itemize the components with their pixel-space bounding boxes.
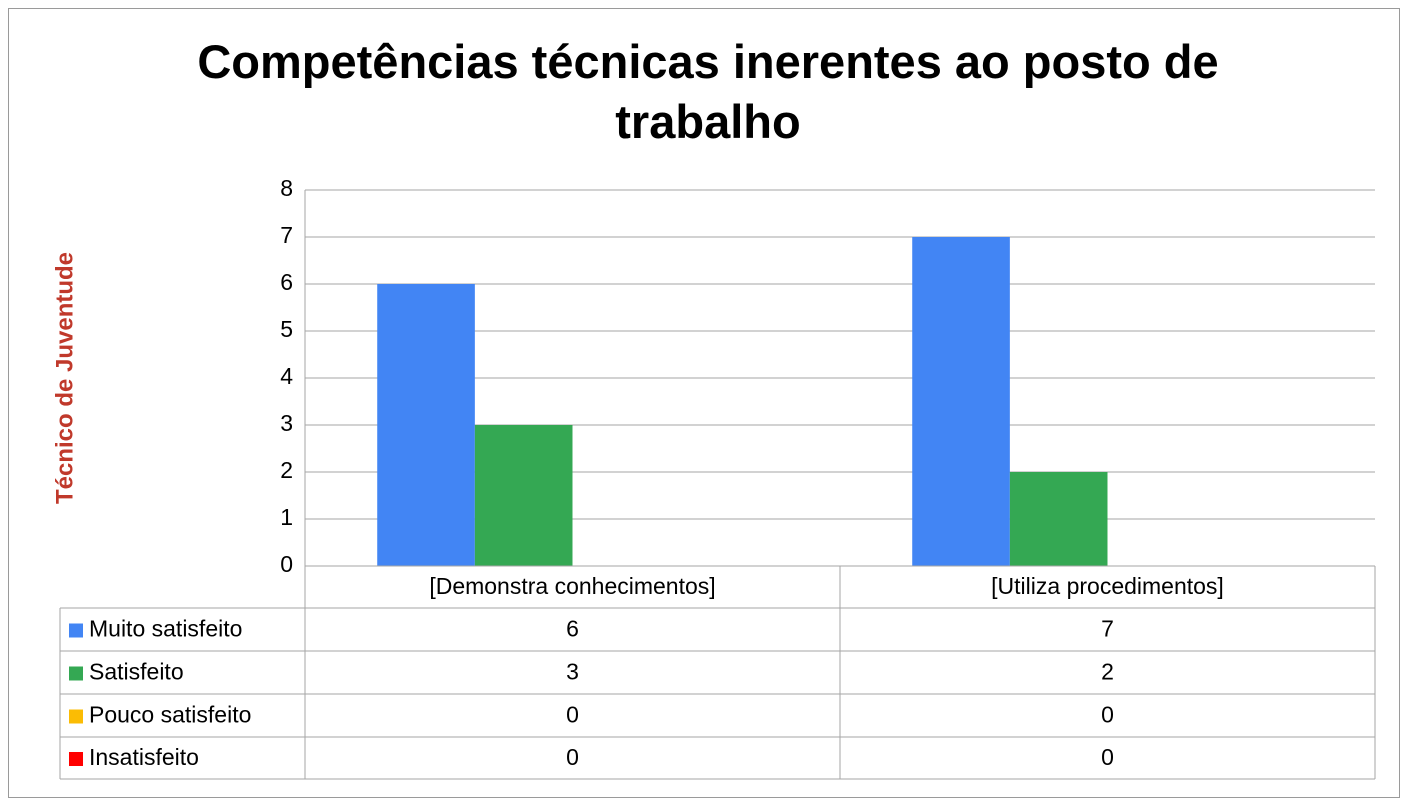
x-tick-label: [Utiliza procedimentos]	[991, 573, 1224, 599]
bar	[474, 425, 573, 566]
y-tick-label: 7	[280, 222, 293, 248]
y-tick-label: 3	[280, 410, 293, 436]
y-tick-label: 5	[280, 316, 293, 342]
y-tick-label: 6	[280, 269, 293, 295]
table-value: 2	[1101, 659, 1114, 685]
legend-key	[69, 752, 83, 766]
y-tick-label: 0	[280, 551, 293, 577]
table-value: 3	[566, 659, 579, 685]
y-axis-label: Técnico de Juventude	[51, 252, 78, 504]
table-value: 0	[1101, 702, 1114, 728]
y-tick-label: 4	[280, 363, 293, 389]
bar	[912, 237, 1010, 566]
table-value: 0	[1101, 744, 1114, 770]
legend-label: Pouco satisfeito	[89, 702, 251, 728]
legend-label: Muito satisfeito	[89, 616, 242, 642]
legend-key	[69, 623, 83, 638]
table-value: 0	[566, 702, 579, 728]
x-tick-label: [Demonstra conhecimentos]	[429, 573, 715, 599]
y-tick-label: 2	[280, 457, 293, 483]
chart-title: Competências técnicas inerentes ao posto…	[197, 35, 1219, 148]
bar	[377, 284, 475, 566]
legend-key	[69, 709, 83, 724]
y-tick-label: 8	[280, 175, 293, 201]
legend-label: Satisfeito	[89, 659, 184, 685]
bar	[1009, 472, 1108, 566]
table-value: 6	[566, 616, 579, 642]
table-value: 0	[566, 744, 579, 770]
y-tick-label: 1	[280, 504, 293, 530]
legend-key	[69, 666, 83, 681]
legend-label: Insatisfeito	[89, 744, 199, 770]
table-value: 7	[1101, 616, 1114, 642]
